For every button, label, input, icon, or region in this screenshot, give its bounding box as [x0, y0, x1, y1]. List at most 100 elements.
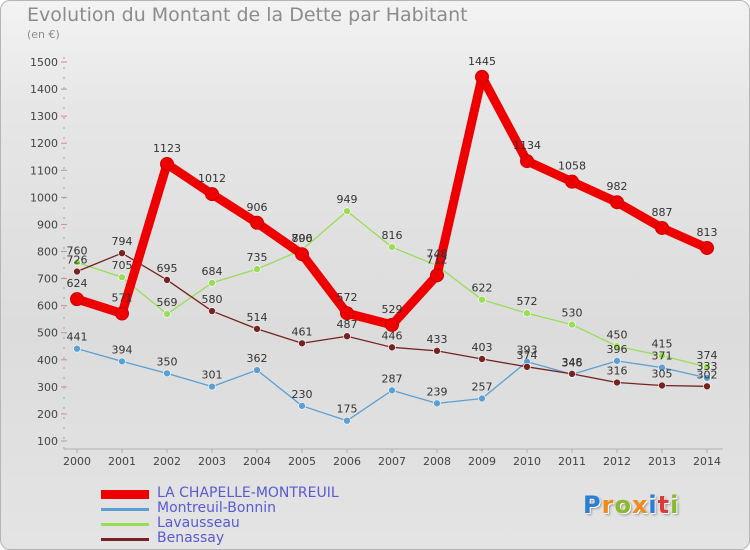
data-point: [613, 342, 621, 351]
data-point: [523, 309, 531, 318]
data-point: [433, 347, 441, 355]
data-label: 887: [652, 206, 673, 219]
data-label: 514: [247, 311, 268, 324]
data-label: 393: [517, 344, 538, 357]
data-label: 394: [112, 343, 133, 356]
y-tick-label: 1500: [30, 56, 58, 69]
data-point: [205, 187, 219, 202]
data-label: 301: [202, 369, 223, 382]
y-tick-label: 1300: [30, 110, 58, 123]
data-label: 362: [247, 352, 268, 365]
data-point: [70, 292, 84, 307]
data-point: [340, 306, 354, 321]
data-point: [655, 220, 669, 235]
x-tick-label: 2000: [63, 455, 91, 468]
x-tick-label: 2014: [693, 455, 721, 468]
y-tick-label: 800: [37, 246, 58, 259]
data-label: 450: [607, 328, 628, 341]
data-label: 175: [337, 403, 358, 416]
legend-swatch: [101, 508, 149, 511]
x-tick-label: 2004: [243, 455, 271, 468]
data-point: [388, 386, 396, 395]
data-point: [613, 378, 621, 387]
logo-letter: t: [657, 491, 671, 519]
x-tick-label: 2003: [198, 455, 226, 468]
chart-title: Evolution du Montant de la Dette par Hab…: [27, 4, 468, 26]
data-point: [163, 369, 171, 378]
y-tick-label: 1000: [30, 191, 58, 204]
y-tick-label: 300: [37, 381, 58, 394]
data-label: 1012: [198, 172, 226, 185]
data-point: [250, 215, 264, 230]
data-label: 790: [292, 232, 313, 245]
data-label: 346: [562, 356, 583, 369]
legend-swatch: [101, 490, 149, 499]
legend-label: LA CHAPELLE-MONTREUIL: [157, 485, 339, 501]
data-label: 794: [112, 235, 133, 248]
y-tick-label: 100: [37, 435, 58, 448]
data-point: [433, 399, 441, 408]
data-point: [253, 265, 261, 273]
data-point: [343, 416, 351, 425]
data-point: [73, 344, 81, 353]
data-label: 684: [202, 265, 223, 278]
data-point: [388, 343, 396, 352]
data-point: [568, 320, 576, 329]
data-label: 580: [202, 293, 223, 306]
y-tick-label: 700: [37, 273, 58, 286]
legend-label: Montreuil-Bonnin: [157, 500, 276, 516]
data-point: [118, 273, 126, 282]
data-label: 433: [427, 333, 448, 346]
data-point: [73, 258, 81, 267]
data-point: [118, 249, 126, 257]
data-label: 305: [652, 368, 673, 381]
x-tick-label: 2012: [603, 455, 631, 468]
data-point: [658, 363, 666, 372]
x-tick-label: 2009: [468, 455, 496, 468]
legend-swatch: [101, 538, 149, 541]
data-point: [613, 357, 621, 365]
line-chart: 100 200 300 400 500 600 700 800 900 1000 1100 1200 1…: [30, 55, 723, 468]
data-label: 446: [382, 329, 403, 342]
logo-letter: P: [583, 491, 602, 519]
x-tick-label: 2011: [558, 455, 586, 468]
data-label: 813: [697, 226, 718, 239]
data-label: 230: [292, 388, 313, 401]
data-label: 350: [157, 355, 178, 368]
x-tick-label: 2005: [288, 455, 316, 468]
data-point: [658, 351, 666, 360]
data-point: [253, 325, 261, 333]
data-label: 403: [472, 341, 493, 354]
data-label: 374: [697, 349, 718, 362]
data-point: [703, 382, 711, 391]
data-label: 1134: [513, 139, 541, 152]
data-label: 257: [472, 380, 493, 393]
data-point: [115, 306, 129, 321]
data-label: 806: [292, 232, 313, 245]
legend-label: Benassay: [157, 530, 225, 546]
data-point: [703, 363, 711, 371]
data-point: [658, 381, 666, 390]
data-label: 695: [157, 262, 178, 275]
data-label: 622: [472, 282, 493, 295]
data-label: 748: [427, 248, 448, 261]
data-label: 287: [382, 372, 403, 385]
y-tick-label: 1400: [30, 83, 58, 96]
data-label: 760: [67, 244, 88, 257]
data-point: [118, 357, 126, 366]
data-label: 705: [112, 259, 133, 272]
data-point: [388, 243, 396, 251]
data-point: [478, 355, 486, 363]
data-point: [160, 157, 174, 172]
logo-letter: i: [670, 491, 680, 519]
data-point: [478, 295, 486, 304]
data-point: [565, 174, 579, 189]
data-point: [208, 279, 216, 287]
data-point: [430, 268, 444, 283]
data-point: [163, 276, 171, 284]
data-label: 374: [517, 349, 538, 362]
data-point: [73, 267, 81, 276]
x-tick-label: 2002: [153, 455, 181, 468]
data-label: 487: [337, 318, 358, 331]
